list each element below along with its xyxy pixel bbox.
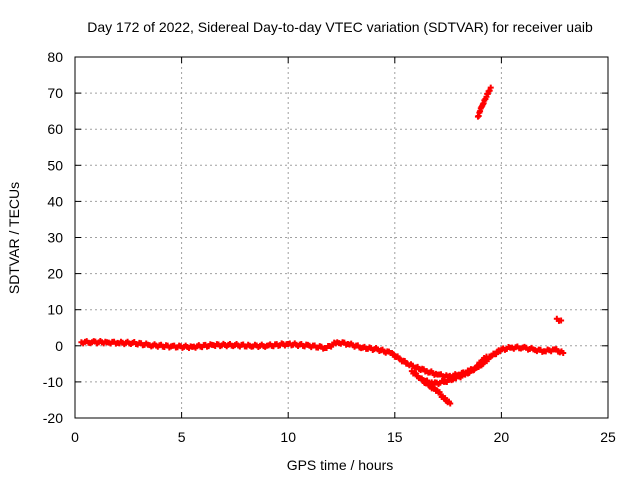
y-tick-label: 10 [47, 302, 63, 318]
y-tick-label: 0 [55, 338, 63, 354]
main-track-fill-point [558, 348, 565, 355]
main-track-fill-point [507, 344, 514, 351]
y-axis-label: SDTVAR / TECUs [6, 182, 22, 294]
main-track-fill-point [127, 340, 134, 347]
y-tick-label: 40 [47, 193, 63, 209]
outlier-mid-fill-point [555, 317, 562, 324]
outlier-high-fill-point [476, 109, 483, 116]
y-tick-label: 50 [47, 157, 63, 173]
x-tick-label: 5 [178, 429, 186, 445]
y-tick-label: 80 [47, 49, 63, 65]
grid-layer [75, 57, 608, 418]
main-track-fill-point [385, 348, 392, 355]
main-track-fill-point [166, 344, 173, 351]
main-track-fill-point [321, 344, 328, 351]
main-track-fill-point [394, 353, 401, 360]
main-track-fill-point [528, 344, 535, 351]
x-axis-ticks: 0 5 10 15 20 25 [71, 57, 616, 445]
outlier-high-fill-point [486, 87, 493, 94]
y-axis-ticks: -20 -10 0 10 20 30 40 50 60 70 80 [43, 49, 608, 426]
main-track-fill-point [304, 341, 311, 348]
outlier-high-fill-point [480, 100, 487, 107]
chart-title: Day 172 of 2022, Sidereal Day-to-day VTE… [87, 19, 593, 35]
y-tick-label: 60 [47, 121, 63, 137]
main-track-fill-point [497, 348, 504, 355]
plot-frame [74, 56, 609, 419]
main-track-fill-point [245, 341, 252, 348]
y-tick-label: -20 [43, 410, 63, 426]
y-tick-label: -10 [43, 374, 63, 390]
y-tick-label: 30 [47, 230, 63, 246]
y-tick-label: 20 [47, 266, 63, 282]
main-track-fill-point [373, 345, 380, 352]
outlier-high-fill-point [482, 96, 489, 103]
data-layer [78, 84, 567, 407]
x-tick-label: 15 [387, 429, 403, 445]
upper-branch-fill-point [482, 355, 489, 362]
x-axis-label: GPS time / hours [287, 457, 394, 473]
outlier-high-fill-point [484, 90, 491, 97]
main-track-fill-point [262, 343, 269, 350]
main-track-fill-point [87, 340, 94, 347]
y-tick-label: 70 [47, 85, 63, 101]
upper-branch-fill-point [449, 376, 456, 383]
x-tick-label: 0 [71, 429, 79, 445]
main-track-fill-point [411, 364, 418, 371]
x-tick-label: 10 [280, 429, 296, 445]
x-tick-label: 20 [494, 429, 510, 445]
lower-branch-fill-point [445, 398, 452, 405]
x-tick-label: 25 [600, 429, 616, 445]
main-track-fill-point [517, 345, 524, 352]
